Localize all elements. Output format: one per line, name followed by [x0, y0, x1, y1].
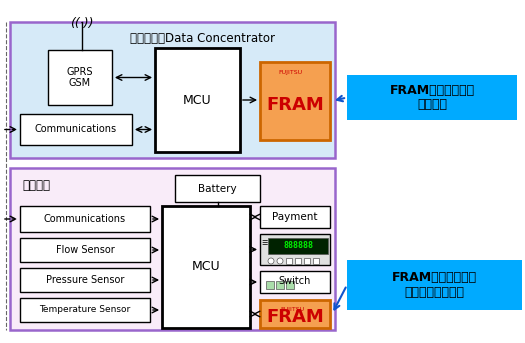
- Text: Switch: Switch: [279, 276, 311, 286]
- Bar: [347, 75, 517, 120]
- Bar: [295, 258, 301, 264]
- Text: 抄表系统：Data Concentrator: 抄表系统：Data Concentrator: [130, 32, 275, 45]
- Bar: [20, 114, 132, 145]
- Bar: [162, 206, 250, 328]
- Text: FUJITSU: FUJITSU: [278, 70, 302, 75]
- Bar: [260, 271, 330, 293]
- Bar: [347, 260, 522, 310]
- Bar: [260, 234, 330, 265]
- Bar: [20, 238, 150, 262]
- Bar: [286, 281, 294, 289]
- Text: FRAM: FRAM: [266, 308, 324, 326]
- Bar: [266, 281, 274, 289]
- Text: GPRS
GSM: GPRS GSM: [67, 67, 93, 88]
- Text: Payment: Payment: [272, 212, 318, 222]
- Bar: [20, 206, 150, 232]
- Bar: [304, 258, 310, 264]
- Circle shape: [277, 258, 283, 264]
- Text: FRAM实时存储通信
日志数据: FRAM实时存储通信 日志数据: [390, 83, 475, 111]
- Text: ☰: ☰: [261, 240, 267, 246]
- Bar: [260, 62, 330, 140]
- Text: Communications: Communications: [35, 125, 117, 134]
- Text: 888888: 888888: [283, 241, 313, 250]
- Text: Battery: Battery: [198, 184, 237, 193]
- Bar: [286, 258, 292, 264]
- Text: FRAM实时存储水或
气的流量日志数据: FRAM实时存储水或 气的流量日志数据: [392, 271, 477, 299]
- Bar: [276, 281, 284, 289]
- Text: Flow Sensor: Flow Sensor: [56, 245, 114, 255]
- Bar: [10, 168, 335, 330]
- Bar: [260, 206, 330, 228]
- Bar: [268, 238, 328, 254]
- Text: MCU: MCU: [192, 260, 220, 273]
- Bar: [20, 268, 150, 292]
- Bar: [48, 50, 112, 105]
- Text: ((·)): ((·)): [70, 17, 94, 30]
- Bar: [10, 22, 335, 158]
- Circle shape: [268, 258, 274, 264]
- Text: FUJITSU: FUJITSU: [280, 307, 304, 312]
- Text: Communications: Communications: [44, 214, 126, 224]
- Bar: [155, 48, 240, 152]
- Text: FRAM: FRAM: [266, 96, 324, 114]
- Text: Temperature Sensor: Temperature Sensor: [39, 306, 131, 315]
- Bar: [260, 300, 330, 328]
- Bar: [20, 298, 150, 322]
- Text: MCU: MCU: [183, 94, 212, 106]
- Text: Pressure Sensor: Pressure Sensor: [46, 275, 124, 285]
- Text: 计量系统: 计量系统: [22, 179, 50, 192]
- Bar: [175, 175, 260, 202]
- Bar: [313, 258, 319, 264]
